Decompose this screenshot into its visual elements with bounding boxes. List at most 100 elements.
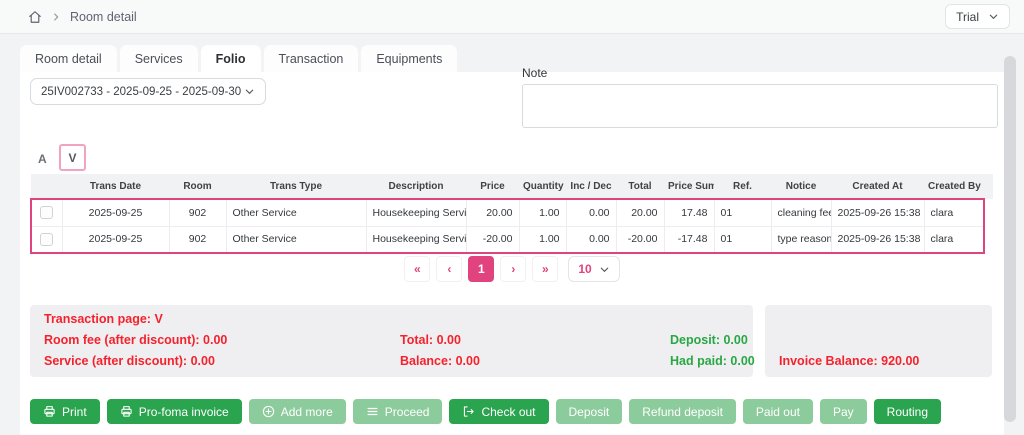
cell-description: Housekeeping Service xyxy=(366,198,467,227)
add-more-button[interactable]: Add more xyxy=(248,399,346,424)
home-icon[interactable] xyxy=(28,10,42,24)
cell-quantity: 1.00 xyxy=(519,198,567,227)
cell-trans-date: 2025-09-25 xyxy=(62,198,170,227)
cell-trans-type: Other Service xyxy=(226,226,367,254)
col-created-by: Created By xyxy=(924,174,984,199)
page-size-select[interactable]: 10 xyxy=(568,256,620,282)
summary-deposit: Deposit: 0.00 xyxy=(670,333,748,347)
col-description: Description xyxy=(366,174,466,199)
pagination-prev-button[interactable]: ‹ xyxy=(436,256,463,282)
paid-out-button[interactable]: Paid out xyxy=(742,399,813,424)
button-label: Routing xyxy=(886,404,929,419)
button-label: Pro-foma invoice xyxy=(138,404,229,419)
select-all-header xyxy=(31,174,62,199)
cell-inc-dec: 0.00 xyxy=(566,198,617,227)
chevron-right-icon xyxy=(51,12,61,22)
summary-service: Service (after discount): 0.00 xyxy=(44,354,215,368)
summary-panel: Transaction page: V Room fee (after disc… xyxy=(30,305,755,377)
col-trans-type: Trans Type xyxy=(226,174,366,199)
col-price-sum: Price Sum xyxy=(664,174,714,199)
proforma-invoice-button[interactable]: Pro-foma invoice xyxy=(106,399,242,424)
breadcrumb-label: Room detail xyxy=(70,9,137,24)
cell-created-by: clara xyxy=(924,198,985,227)
tab-label: Folio xyxy=(215,52,246,66)
folio-select-value: 25IV002733 - 2025-09-25 - 2025-09-30 xyxy=(41,85,242,98)
button-label: Paid out xyxy=(755,404,800,419)
col-room: Room xyxy=(169,174,226,199)
summary-room-fee: Room fee (after discount): 0.00 xyxy=(44,333,228,347)
col-trans-date: Trans Date xyxy=(62,174,169,199)
refund-deposit-button[interactable]: Refund deposit xyxy=(629,399,736,424)
invoice-balance: Invoice Balance: 920.00 xyxy=(779,354,920,368)
filter-a-button[interactable]: A xyxy=(38,152,47,166)
summary-transaction-page: Transaction page: V xyxy=(44,312,163,326)
pagination-first-button[interactable]: « xyxy=(404,256,431,282)
summary-total: Total: 0.00 xyxy=(400,333,461,347)
note-label: Note xyxy=(522,66,548,80)
button-label: Refund deposit xyxy=(642,404,723,419)
check-out-button[interactable]: Check out xyxy=(449,399,549,424)
tab-equipments[interactable]: Equipments xyxy=(361,45,458,72)
pagination-page-1[interactable]: 1 xyxy=(468,256,495,282)
filter-v-button[interactable]: V xyxy=(59,144,86,171)
cell-created-at: 2025-09-26 15:38 xyxy=(831,226,925,254)
col-inc-dec: Inc / Dec xyxy=(566,174,616,199)
tab-folio[interactable]: Folio xyxy=(200,45,261,72)
routing-button[interactable]: Routing xyxy=(873,399,942,424)
summary-had-paid: Had paid: 0.00 xyxy=(670,354,755,368)
note-input[interactable] xyxy=(522,84,998,128)
action-bar: Print Pro-foma invoice Add more Proceed … xyxy=(30,399,942,424)
tab-room-detail[interactable]: Room detail xyxy=(20,45,117,72)
cell-total: 20.00 xyxy=(616,198,665,227)
note-section: Note xyxy=(522,66,998,133)
tab-label: Services xyxy=(134,52,183,66)
trial-label: Trial xyxy=(956,9,979,24)
cell-price-sum: -17.48 xyxy=(664,226,715,254)
cell-notice: type reasons... xyxy=(771,226,832,254)
table-header-row: Trans Date Room Trans Type Description P… xyxy=(31,174,994,199)
top-bar: Room detail Trial xyxy=(0,0,1024,34)
cell-description: Housekeeping Service xyxy=(366,226,467,254)
tab-label: Transaction xyxy=(278,52,344,66)
summary-balance: Balance: 0.00 xyxy=(400,354,480,368)
button-label: Add more xyxy=(280,404,333,419)
row-checkbox[interactable] xyxy=(40,232,54,246)
menu-lines-icon xyxy=(366,405,379,418)
col-ref: Ref. xyxy=(714,174,771,199)
cell-created-by: clara xyxy=(924,226,985,254)
cell-quantity: 1.00 xyxy=(519,226,567,254)
button-label: Proceed xyxy=(384,404,430,419)
breadcrumb: Room detail xyxy=(28,10,137,24)
logout-arrow-icon xyxy=(462,405,475,418)
cell-ref: 01 xyxy=(714,198,772,227)
cell-inc-dec: 0.00 xyxy=(566,226,617,254)
folio-select[interactable]: 25IV002733 - 2025-09-25 - 2025-09-30 xyxy=(30,78,266,105)
trial-dropdown[interactable]: Trial xyxy=(945,4,1010,29)
transactions-table: Trans Date Room Trans Type Description P… xyxy=(30,174,995,254)
cell-price-sum: 17.48 xyxy=(664,198,715,227)
button-label: Print xyxy=(62,404,87,419)
pay-button[interactable]: Pay xyxy=(819,399,867,424)
col-total: Total xyxy=(616,174,664,199)
cell-price: -20.00 xyxy=(466,226,520,254)
table-row: 2025-09-25 902 Other Service Housekeepin… xyxy=(30,226,994,254)
col-notice: Notice xyxy=(771,174,831,199)
button-label: Check out xyxy=(481,404,536,419)
printer-icon xyxy=(43,405,56,418)
print-button[interactable]: Print xyxy=(30,399,100,424)
chevron-down-icon xyxy=(988,11,999,22)
chevron-down-icon xyxy=(599,264,610,275)
row-gutter xyxy=(984,199,994,226)
proceed-button[interactable]: Proceed xyxy=(352,399,443,424)
pagination-next-button[interactable]: › xyxy=(500,256,527,282)
tab-transaction[interactable]: Transaction xyxy=(263,45,359,72)
page-size-value: 10 xyxy=(578,262,592,276)
row-checkbox[interactable] xyxy=(40,206,54,220)
cell-trans-date: 2025-09-25 xyxy=(62,226,170,254)
tab-services[interactable]: Services xyxy=(119,45,198,72)
pagination-last-button[interactable]: » xyxy=(532,256,559,282)
button-label: Deposit xyxy=(568,404,610,419)
vertical-scrollbar[interactable] xyxy=(1004,56,1016,422)
invoice-balance-panel: Invoice Balance: 920.00 xyxy=(765,305,992,377)
deposit-button[interactable]: Deposit xyxy=(555,399,623,424)
